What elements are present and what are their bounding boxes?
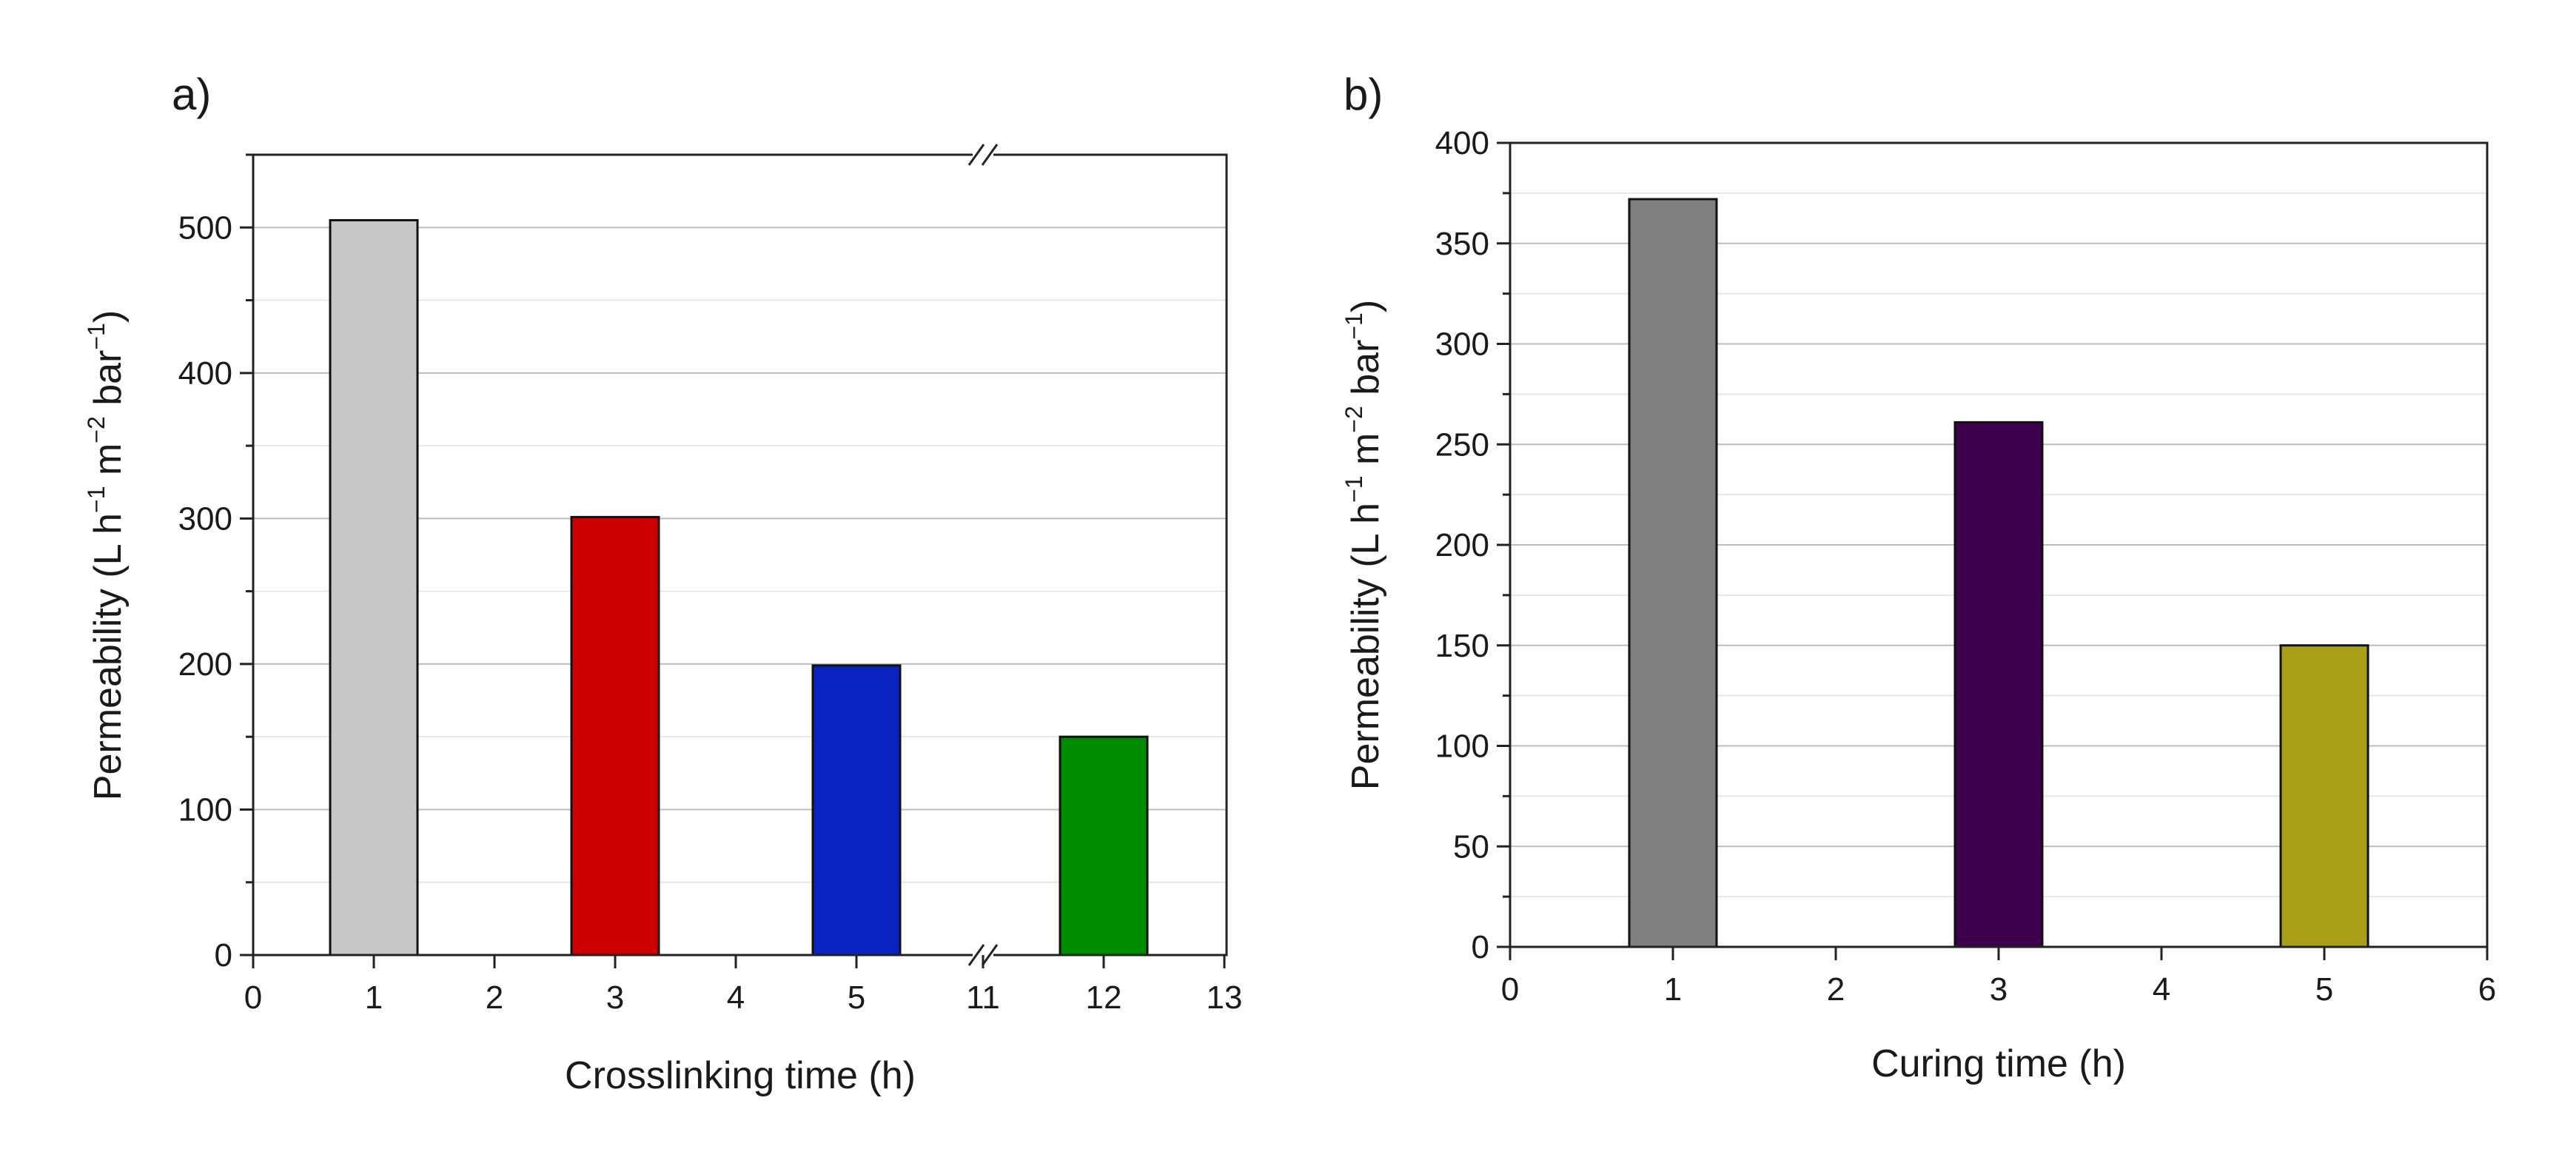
panel-b-y-tick-label: 250	[1435, 426, 1489, 463]
panel-b-y-tick-label: 0	[1472, 929, 1489, 965]
panel-a-x-tick-label: 4	[727, 979, 745, 1016]
panel-a-y-axis-label: Permeability (L h−1 m−2 bar−1)	[83, 310, 130, 800]
panel-a-x-tick-label: 11	[966, 979, 1000, 1016]
panel-b-x-tick-label: 0	[1501, 971, 1519, 1008]
panel-b-x-tick-label: 6	[2478, 971, 2496, 1008]
panel-a-y-tick-label: 400	[178, 355, 232, 392]
panel-b-y-tick-label: 200	[1435, 527, 1489, 563]
panel-b-y-tick-label: 50	[1453, 828, 1489, 865]
panel-a-y-tick-label: 100	[178, 791, 232, 828]
panel-b-x-tick-label: 3	[1990, 971, 2008, 1008]
panel-b-label: b)	[1344, 70, 1383, 119]
panel-b-y-tick-label: 100	[1435, 728, 1489, 765]
panel-b-y-tick-label: 400	[1435, 125, 1489, 161]
panel-a-x-tick-label: 1	[365, 979, 383, 1016]
panel-b-x-tick-label: 5	[2315, 971, 2333, 1008]
axis-break-slash	[967, 944, 985, 966]
panel-b-bar-3	[1953, 421, 2044, 948]
axis-break-slash	[981, 144, 999, 166]
panel-a-x-tick-label: 13	[1207, 979, 1243, 1016]
panel-b-y-tick-label: 350	[1435, 226, 1489, 262]
panel-b-x-tick-label: 1	[1664, 971, 1682, 1008]
panel-b-y-axis-label: Permeability (L h−1 m−2 bar−1)	[1341, 300, 1387, 790]
panel-a-x-axis: 0 1 2 3 4 5 11 12 13	[244, 955, 1243, 1016]
panel-b: b) 0 50 100 150 200 250 300 350 400 0 1 2 3 4 5 6 Curi…	[1341, 70, 2496, 1085]
panel-a-y-tick-label: 300	[178, 500, 232, 537]
panel-a-x-tick-label: 2	[486, 979, 503, 1016]
panel-a-y-axis: 0 100 200 300 400 500	[178, 153, 253, 974]
panel-b-x-axis-label: Curing time (h)	[1871, 1042, 2126, 1085]
panel-a-bar-12	[1059, 735, 1149, 957]
panel-a-x-axis-label: Crosslinking time (h)	[565, 1054, 916, 1097]
panel-b-bar-1	[1628, 198, 1718, 948]
panel-a-x-tick-label: 5	[848, 979, 865, 1016]
panel-b-y-tick-label: 150	[1435, 628, 1489, 664]
panel-b-y-axis: 0 50 100 150 200 250 300 350 400	[1435, 125, 1510, 965]
panel-a-bar-3	[570, 515, 660, 957]
panel-a-y-tick-label: 500	[178, 210, 232, 246]
panel-a-label: a)	[172, 70, 211, 119]
axis-break-slash	[967, 144, 985, 166]
panel-a-y-tick-label: 200	[178, 646, 232, 683]
panel-b-x-tick-label: 2	[1827, 971, 1845, 1008]
axis-break-slash	[981, 944, 999, 966]
panel-b-bars	[1628, 198, 2369, 948]
panel-b-x-axis: 0 1 2 3 4 5 6	[1501, 947, 2496, 1008]
panel-a-bars	[329, 218, 1149, 957]
panel-b-bar-5	[2279, 644, 2369, 948]
panel-a-axis-break	[967, 144, 999, 966]
panel-a-x-tick-label: 0	[244, 979, 262, 1016]
panel-b-x-tick-label: 4	[2153, 971, 2170, 1008]
panel-a-x-tick-label: 3	[606, 979, 624, 1016]
panel-a-plot-frame	[252, 153, 1228, 957]
panel-a-x-tick-label: 12	[1086, 979, 1122, 1016]
panel-a-bar-1	[329, 218, 419, 957]
panel-a-y-tick-label: 0	[215, 937, 232, 974]
panel-a-bar-5	[811, 664, 902, 957]
panel-b-y-tick-label: 300	[1435, 326, 1489, 363]
